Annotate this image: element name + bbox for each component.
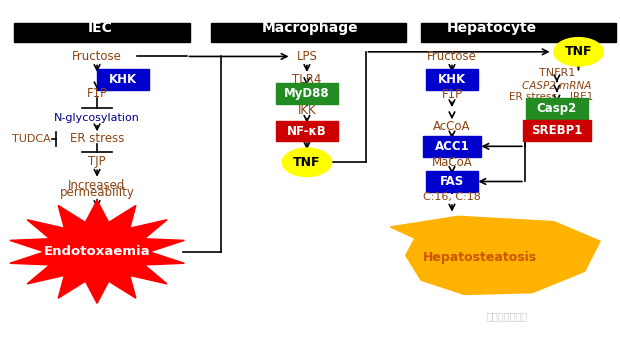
Text: Macrophage: Macrophage	[262, 21, 358, 35]
FancyBboxPatch shape	[423, 136, 481, 156]
Text: TNF: TNF	[293, 156, 321, 169]
Polygon shape	[390, 216, 600, 294]
Text: TLR4: TLR4	[292, 73, 322, 86]
FancyBboxPatch shape	[426, 171, 478, 192]
Text: KHK: KHK	[438, 73, 466, 86]
FancyBboxPatch shape	[421, 23, 616, 42]
Text: F1P: F1P	[87, 87, 108, 100]
Text: Endotoxaemia: Endotoxaemia	[44, 245, 151, 258]
FancyBboxPatch shape	[276, 121, 338, 141]
Text: F1P: F1P	[441, 88, 463, 101]
FancyBboxPatch shape	[276, 83, 338, 104]
Text: Fructose: Fructose	[427, 50, 477, 63]
FancyBboxPatch shape	[97, 69, 149, 90]
Text: KHK: KHK	[109, 73, 137, 86]
Text: IKK: IKK	[298, 104, 316, 117]
Text: permeability: permeability	[60, 186, 135, 199]
Text: MyD88: MyD88	[284, 87, 330, 100]
Text: 中国生物技术网: 中国生物技术网	[487, 311, 528, 321]
Text: MaCoA: MaCoA	[432, 156, 472, 169]
Text: FAS: FAS	[440, 175, 464, 188]
Text: IEC: IEC	[87, 21, 113, 35]
Text: ACC1: ACC1	[435, 140, 469, 153]
Text: N-glycosylation: N-glycosylation	[54, 112, 140, 122]
Circle shape	[282, 148, 332, 176]
Circle shape	[554, 38, 603, 66]
Text: Hepatosteatosis: Hepatosteatosis	[423, 251, 537, 263]
Text: TNF: TNF	[565, 45, 592, 58]
FancyBboxPatch shape	[211, 23, 405, 42]
Text: Casp2: Casp2	[537, 102, 577, 115]
Text: IRE1: IRE1	[570, 92, 593, 102]
Text: C:16, C:18: C:16, C:18	[423, 193, 481, 203]
Text: TNFR1: TNFR1	[539, 68, 575, 78]
Text: SREBP1: SREBP1	[531, 124, 583, 137]
Text: TJP: TJP	[88, 155, 106, 169]
Text: ER stress: ER stress	[70, 132, 124, 145]
FancyBboxPatch shape	[426, 69, 478, 90]
FancyBboxPatch shape	[14, 23, 190, 42]
Text: Fructose: Fructose	[72, 50, 122, 63]
Text: Increased: Increased	[68, 179, 126, 192]
Text: NF-κB: NF-κB	[287, 125, 327, 137]
Text: LPS: LPS	[296, 50, 317, 63]
Text: TUDCA: TUDCA	[12, 134, 50, 144]
FancyBboxPatch shape	[526, 98, 588, 119]
Text: Hepatocyte: Hepatocyte	[447, 21, 537, 35]
FancyBboxPatch shape	[523, 120, 591, 141]
Polygon shape	[10, 200, 184, 303]
Text: ER stress: ER stress	[510, 92, 557, 102]
Text: AcCoA: AcCoA	[433, 120, 471, 133]
Text: CASP2 mRNA: CASP2 mRNA	[522, 81, 591, 91]
